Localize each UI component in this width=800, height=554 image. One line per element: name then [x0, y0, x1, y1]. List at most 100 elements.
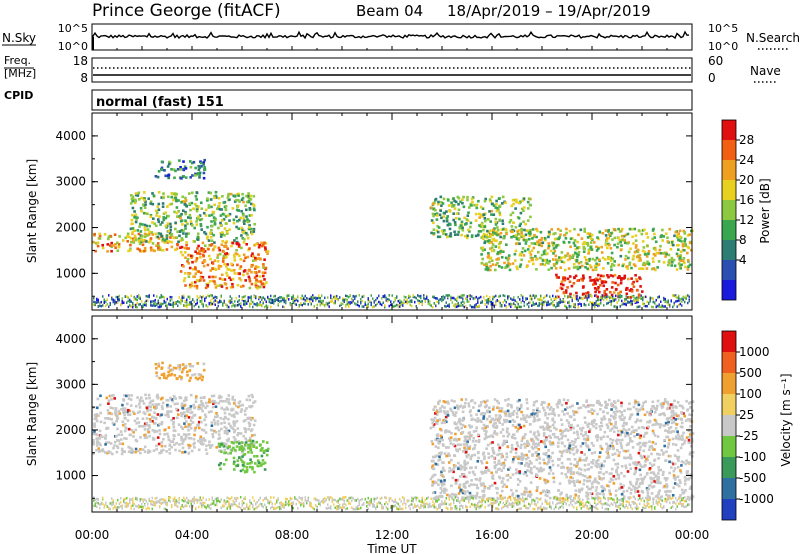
heatmap-cell: [652, 471, 655, 474]
heatmap-cell: [103, 421, 106, 425]
heatmap-cell: [477, 233, 480, 236]
heatmap-cell: [517, 238, 520, 241]
heatmap-cell: [481, 257, 484, 261]
heatmap-cell: [164, 413, 167, 417]
heatmap-cell: [449, 234, 452, 238]
heatmap-cell: [630, 277, 633, 280]
heatmap-cell: [202, 161, 205, 164]
heatmap-cell: [194, 250, 197, 253]
heatmap-cell: [532, 262, 535, 266]
heatmap-cell: [461, 201, 464, 205]
heatmap-cell: [181, 368, 185, 371]
heatmap-cell: [614, 477, 618, 481]
heatmap-cell: [609, 290, 612, 294]
heatmap-cell: [209, 428, 213, 432]
heatmap-cell: [661, 239, 664, 242]
heatmap-cell: [676, 449, 680, 452]
heatmap-cell: [170, 245, 174, 249]
heatmap-cell: [688, 295, 690, 298]
heatmap-cell: [128, 249, 132, 252]
heatmap-cell: [168, 373, 171, 377]
heatmap-cell: [482, 213, 486, 217]
heatmap-cell: [198, 176, 201, 179]
heatmap-cell: [198, 296, 200, 300]
heatmap-cell: [555, 276, 559, 279]
heatmap-cell: [139, 236, 142, 240]
heatmap-cell: [159, 246, 162, 249]
heatmap-cell: [246, 300, 248, 304]
heatmap-cell: [523, 301, 525, 304]
colorbar-segment: [722, 240, 736, 260]
heatmap-cell: [520, 301, 522, 304]
heatmap-cell: [646, 260, 649, 263]
heatmap-cell: [505, 300, 507, 304]
heatmap-cell: [249, 296, 251, 299]
heatmap-cell: [641, 263, 645, 266]
heatmap-cell: [188, 363, 192, 366]
heatmap-cell: [608, 444, 612, 448]
heatmap-cell: [136, 306, 138, 309]
heatmap-cell: [432, 305, 434, 309]
heatmap-cell: [232, 218, 236, 222]
heatmap-cell: [589, 491, 593, 495]
heatmap-cell: [191, 191, 194, 195]
heatmap-cell: [256, 285, 260, 288]
heatmap-cell: [104, 434, 108, 437]
heatmap-cell: [634, 246, 638, 249]
heatmap-cell: [451, 296, 453, 300]
heatmap-cell: [264, 305, 266, 309]
heatmap-cell: [261, 304, 263, 308]
heatmap-cell: [487, 297, 489, 301]
heatmap-cell: [211, 302, 213, 306]
heatmap-cell: [457, 438, 461, 441]
heatmap-cell: [141, 250, 144, 253]
heatmap-cell: [525, 457, 528, 461]
heatmap-cell: [175, 302, 177, 305]
heatmap-cell: [441, 299, 443, 303]
heatmap-cell: [146, 409, 149, 413]
heatmap-cell: [437, 226, 441, 229]
heatmap-cell: [597, 481, 600, 485]
heatmap-cell: [592, 421, 595, 424]
heatmap-cell: [303, 302, 305, 305]
heatmap-cell: [414, 300, 416, 304]
heatmap-cell: [236, 464, 239, 467]
heatmap-cell: [237, 440, 241, 443]
heatmap-cell: [521, 436, 525, 440]
heatmap-cell: [548, 233, 552, 236]
heatmap-cell: [168, 231, 172, 235]
heatmap-cell: [545, 436, 548, 439]
heatmap-cell: [627, 300, 629, 303]
heatmap-cell: [93, 425, 96, 428]
heatmap-cell: [120, 408, 123, 411]
heatmap-cell: [200, 228, 203, 231]
heatmap-cell: [199, 295, 201, 298]
heatmap-cell: [626, 470, 630, 473]
heatmap-cell: [258, 303, 260, 306]
heatmap-cell: [637, 403, 641, 407]
heatmap-cell: [354, 302, 356, 305]
heatmap-cell: [437, 203, 440, 206]
heatmap-cell: [165, 237, 169, 240]
heatmap-cell: [93, 430, 96, 433]
heatmap-cell: [532, 294, 534, 297]
heatmap-cell: [181, 451, 184, 454]
heatmap-cell: [573, 227, 576, 231]
heatmap-cell: [223, 227, 227, 230]
heatmap-cell: [578, 490, 582, 494]
heatmap-cell: [686, 268, 690, 271]
heatmap-cell: [467, 211, 470, 214]
heatmap-cell: [434, 208, 437, 212]
heatmap-cell: [109, 303, 111, 306]
heatmap-cell: [439, 195, 443, 199]
heatmap-cell: [188, 379, 191, 382]
colorbar-segment: [722, 120, 736, 140]
heatmap-cell: [367, 297, 369, 300]
heatmap-cell: [188, 424, 191, 428]
heatmap-cell: [233, 402, 236, 405]
heatmap-cell: [190, 302, 192, 306]
heatmap-cell: [153, 429, 156, 433]
heatmap-cell: [186, 370, 189, 374]
heatmap-cell: [424, 299, 426, 303]
heatmap-cell: [442, 475, 445, 479]
